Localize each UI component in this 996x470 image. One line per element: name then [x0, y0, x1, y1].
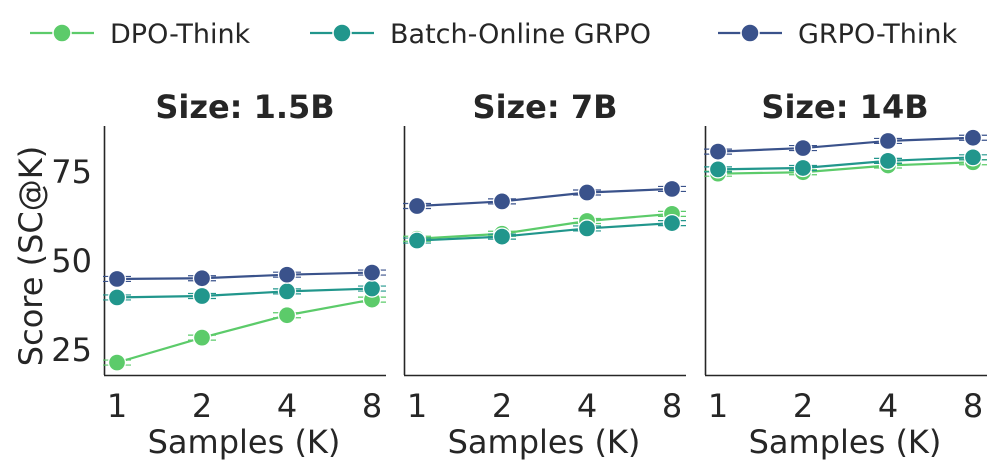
- data-point: [277, 265, 297, 284]
- data-point: [793, 138, 813, 158]
- legend-label: DPO-Think: [110, 19, 251, 50]
- x-tick-label: 2: [492, 387, 512, 425]
- series-line: [116, 298, 373, 364]
- panel-size-1-5b: Size: 1.5B 25 50 75 1 2 4 8 Samples (K): [51, 88, 386, 461]
- series-line: [416, 212, 673, 240]
- data-point: [407, 231, 427, 250]
- series-line: [416, 187, 673, 208]
- panel-size-14b: Size: 14B 1 2 4 8 Samples (K): [704, 88, 987, 461]
- data-point: [963, 128, 983, 147]
- data-point: [662, 213, 682, 233]
- legend-item-dpo-think: DPO-Think: [30, 19, 251, 50]
- panel-title: Size: 7B: [473, 88, 618, 126]
- data-point: [107, 288, 127, 307]
- data-point: [878, 151, 898, 171]
- series-dpo-think: [403, 204, 686, 248]
- data-point: [492, 227, 512, 246]
- data-point: [277, 282, 297, 301]
- series-line: [116, 271, 373, 281]
- legend-swatch-marker: [52, 23, 72, 43]
- data-point: [192, 286, 212, 306]
- data-point: [192, 328, 212, 347]
- y-tick-label: 50: [51, 242, 92, 280]
- x-axis-label: Samples (K): [448, 423, 641, 461]
- legend: DPO-Think Batch-Online GRPO GRPO-Think: [30, 19, 957, 50]
- legend-item-grpo-think: GRPO-Think: [718, 19, 957, 50]
- series-batch-online-grpo: [704, 148, 987, 179]
- x-tick-label: 8: [662, 387, 682, 425]
- series-line: [717, 136, 974, 153]
- legend-item-batch-online-grpo: Batch-Online GRPO: [310, 19, 651, 50]
- data-point: [577, 183, 597, 202]
- data-point: [192, 269, 212, 288]
- x-tick-label: 2: [793, 387, 813, 425]
- data-point: [362, 263, 382, 282]
- data-point: [878, 131, 898, 151]
- data-point: [708, 142, 728, 161]
- data-point: [577, 219, 597, 238]
- series-line: [116, 287, 373, 299]
- x-tick-label: 4: [577, 387, 597, 425]
- data-point: [963, 148, 983, 167]
- panel-size-7b: Size: 7B 1 2 4 8 Samples (K): [403, 88, 686, 461]
- x-tick-label: 1: [107, 387, 127, 425]
- data-point: [708, 160, 728, 179]
- data-point: [107, 353, 127, 372]
- series-dpo-think: [103, 290, 386, 372]
- panel-title: Size: 14B: [761, 88, 928, 126]
- data-point: [793, 158, 813, 178]
- data-point: [277, 306, 297, 325]
- y-tick-label: 25: [51, 331, 92, 369]
- data-point: [107, 269, 127, 289]
- series-line: [717, 161, 974, 175]
- x-axis-label: Samples (K): [148, 423, 341, 461]
- series-grpo-think: [403, 179, 686, 216]
- legend-swatch-marker: [740, 23, 760, 43]
- data-point: [662, 179, 682, 199]
- data-point: [492, 192, 512, 211]
- legend-label: Batch-Online GRPO: [390, 19, 651, 50]
- x-tick-label: 8: [963, 387, 983, 425]
- series-line: [416, 222, 673, 242]
- x-tick-label: 1: [407, 387, 427, 425]
- series-grpo-think: [103, 263, 386, 289]
- legend-label: GRPO-Think: [798, 19, 957, 50]
- x-tick-label: 8: [362, 387, 382, 425]
- x-axis-label: Samples (K): [749, 423, 942, 461]
- series-batch-online-grpo: [103, 279, 386, 307]
- x-tick-label: 4: [878, 387, 898, 425]
- x-tick-label: 2: [192, 387, 212, 425]
- series-line: [717, 156, 974, 171]
- series-batch-online-grpo: [403, 213, 686, 250]
- data-point: [407, 196, 427, 216]
- x-tick-label: 1: [708, 387, 728, 425]
- panel-title: Size: 1.5B: [155, 88, 334, 126]
- x-tick-label: 4: [277, 387, 297, 425]
- legend-swatch-marker: [332, 23, 352, 43]
- data-point: [362, 279, 382, 298]
- y-axis-label: Score (SC@K): [12, 146, 50, 366]
- y-tick-label: 75: [51, 153, 92, 191]
- series-grpo-think: [704, 128, 987, 161]
